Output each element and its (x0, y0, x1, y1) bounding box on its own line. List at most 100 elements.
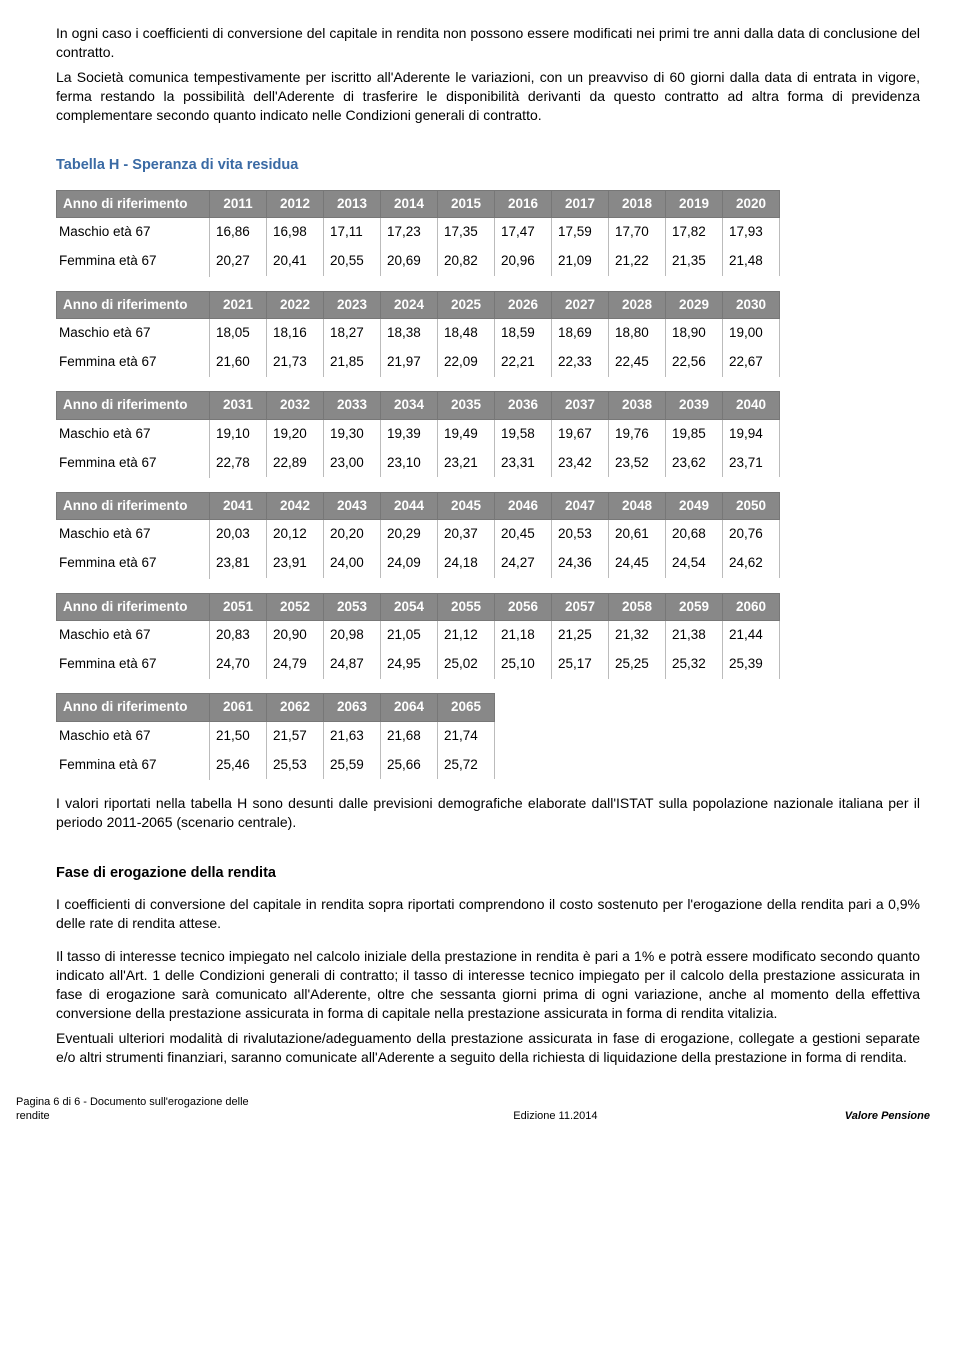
table-header-year: 2060 (723, 593, 780, 620)
table-header-year: 2053 (324, 593, 381, 620)
table-cell: 23,91 (267, 549, 324, 578)
table-cell: 21,73 (267, 348, 324, 377)
table-cell: 21,22 (609, 247, 666, 276)
body-paragraph-3: Il tasso di interesse tecnico impiegato … (56, 947, 920, 1023)
table-header-year: 2021 (210, 291, 267, 318)
table-cell: 24,45 (609, 549, 666, 578)
table-cell: 22,78 (210, 448, 267, 477)
table-cell: 23,21 (438, 448, 495, 477)
table-cell: 21,63 (324, 721, 381, 750)
table-cell: 18,69 (552, 318, 609, 347)
table-cell: 21,12 (438, 620, 495, 649)
table-header-year: 2027 (552, 291, 609, 318)
table-cell: 17,59 (552, 218, 609, 247)
table-cell: 19,49 (438, 419, 495, 448)
table-cell: 25,53 (267, 750, 324, 779)
table-cell: 25,66 (381, 750, 438, 779)
table-header-year: 2035 (438, 392, 495, 419)
table-header-year: 2022 (267, 291, 324, 318)
table-cell: 22,33 (552, 348, 609, 377)
table-header-year: 2037 (552, 392, 609, 419)
table-cell: 20,27 (210, 247, 267, 276)
table-cell: 20,45 (495, 520, 552, 549)
table-row-label: Femmina età 67 (57, 448, 210, 477)
table-row-label: Maschio età 67 (57, 318, 210, 347)
table-cell: 17,82 (666, 218, 723, 247)
table-header-year: 2062 (267, 694, 324, 721)
intro-paragraph-2: La Società comunica tempestivamente per … (56, 68, 920, 125)
intro-paragraph-1: In ogni caso i coefficienti di conversio… (56, 24, 920, 62)
table-header-year: 2040 (723, 392, 780, 419)
table-header-year: 2013 (324, 191, 381, 218)
table-header-year: 2061 (210, 694, 267, 721)
table-cell: 24,54 (666, 549, 723, 578)
table-row-label: Femmina età 67 (57, 549, 210, 578)
table-row-label: Femmina età 67 (57, 650, 210, 679)
table-row-label: Femmina età 67 (57, 247, 210, 276)
table-cell: 21,38 (666, 620, 723, 649)
table-header-year: 2030 (723, 291, 780, 318)
table-cell: 24,09 (381, 549, 438, 578)
table-cell: 18,27 (324, 318, 381, 347)
table-cell: 19,67 (552, 419, 609, 448)
table-cell: 16,98 (267, 218, 324, 247)
body-paragraph-4: Eventuali ulteriori modalità di rivaluta… (56, 1029, 920, 1067)
table-header-year: 2038 (609, 392, 666, 419)
table-cell: 17,47 (495, 218, 552, 247)
table-row-label: Femmina età 67 (57, 348, 210, 377)
table-cell: 24,62 (723, 549, 780, 578)
table-cell: 24,79 (267, 650, 324, 679)
table-cell: 23,10 (381, 448, 438, 477)
table-cell: 17,35 (438, 218, 495, 247)
table-header-year: 2020 (723, 191, 780, 218)
table-header-year: 2018 (609, 191, 666, 218)
table-cell: 24,00 (324, 549, 381, 578)
table-cell: 25,25 (609, 650, 666, 679)
table-cell: 21,48 (723, 247, 780, 276)
table-header-year: 2049 (666, 492, 723, 519)
table-cell: 20,61 (609, 520, 666, 549)
table-header-year: 2029 (666, 291, 723, 318)
table-header-year: 2057 (552, 593, 609, 620)
body-paragraph-2: I coefficienti di conversione del capita… (56, 895, 920, 933)
table-header-label: Anno di riferimento (57, 694, 210, 721)
table-cell: 23,31 (495, 448, 552, 477)
table-cell: 20,55 (324, 247, 381, 276)
table-cell: 25,39 (723, 650, 780, 679)
table-cell: 20,90 (267, 620, 324, 649)
table-cell: 23,71 (723, 448, 780, 477)
footer-right: Valore Pensione (845, 1109, 930, 1124)
table-cell: 21,68 (381, 721, 438, 750)
table-cell: 22,21 (495, 348, 552, 377)
table-cell: 18,38 (381, 318, 438, 347)
table-header-year: 2059 (666, 593, 723, 620)
table-header-year: 2024 (381, 291, 438, 318)
table-cell: 21,50 (210, 721, 267, 750)
table-cell: 20,53 (552, 520, 609, 549)
table-row-label: Maschio età 67 (57, 620, 210, 649)
table-cell: 21,85 (324, 348, 381, 377)
after-table-note: I valori riportati nella tabella H sono … (56, 794, 920, 832)
table-cell: 25,32 (666, 650, 723, 679)
table-header-year: 2019 (666, 191, 723, 218)
table-header-year: 2017 (552, 191, 609, 218)
table-cell: 25,72 (438, 750, 495, 779)
table-cell: 20,98 (324, 620, 381, 649)
table-header-year: 2031 (210, 392, 267, 419)
table-header-year: 2036 (495, 392, 552, 419)
table-header-year: 2015 (438, 191, 495, 218)
table-cell: 22,67 (723, 348, 780, 377)
table-cell: 24,70 (210, 650, 267, 679)
life-table-block: Anno di riferimento201120122013201420152… (56, 190, 780, 277)
table-cell: 21,05 (381, 620, 438, 649)
table-header-year: 2039 (666, 392, 723, 419)
table-cell: 17,93 (723, 218, 780, 247)
table-cell: 19,39 (381, 419, 438, 448)
table-cell: 21,44 (723, 620, 780, 649)
table-header-year: 2044 (381, 492, 438, 519)
table-header-year: 2052 (267, 593, 324, 620)
table-cell: 19,76 (609, 419, 666, 448)
table-header-year: 2012 (267, 191, 324, 218)
table-cell: 16,86 (210, 218, 267, 247)
table-row-label: Maschio età 67 (57, 419, 210, 448)
